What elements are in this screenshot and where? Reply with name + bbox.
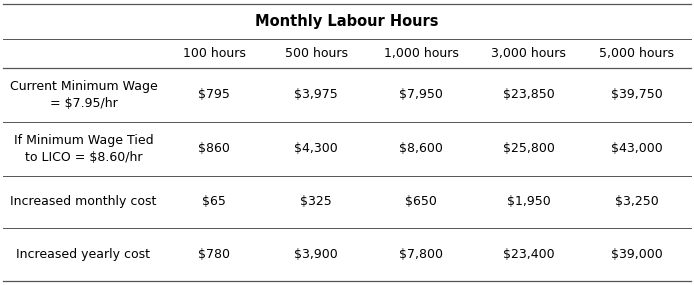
Text: $39,750: $39,750 (611, 88, 663, 101)
Text: $43,000: $43,000 (611, 142, 663, 155)
Text: $4,300: $4,300 (294, 142, 338, 155)
Text: $23,400: $23,400 (503, 248, 555, 261)
Text: $325: $325 (301, 196, 332, 208)
Text: $650: $650 (405, 196, 437, 208)
Text: 3,000 hours: 3,000 hours (491, 47, 566, 60)
Text: $39,000: $39,000 (611, 248, 663, 261)
Text: $1,950: $1,950 (507, 196, 550, 208)
Text: $7,950: $7,950 (399, 88, 443, 101)
Text: Increased yearly cost: Increased yearly cost (17, 248, 151, 261)
Text: $8,600: $8,600 (399, 142, 443, 155)
Text: $25,800: $25,800 (503, 142, 555, 155)
Text: 5,000 hours: 5,000 hours (599, 47, 674, 60)
Text: $860: $860 (198, 142, 230, 155)
Text: $3,900: $3,900 (294, 248, 338, 261)
Text: $795: $795 (198, 88, 230, 101)
Text: 500 hours: 500 hours (285, 47, 348, 60)
Text: Increased monthly cost: Increased monthly cost (10, 196, 157, 208)
Text: $3,975: $3,975 (294, 88, 338, 101)
Text: $65: $65 (203, 196, 226, 208)
Text: If Minimum Wage Tied
to LICO = $8.60/hr: If Minimum Wage Tied to LICO = $8.60/hr (14, 134, 153, 164)
Text: $23,850: $23,850 (503, 88, 555, 101)
Text: 100 hours: 100 hours (183, 47, 246, 60)
Text: $780: $780 (198, 248, 230, 261)
Text: Monthly Labour Hours: Monthly Labour Hours (255, 14, 439, 29)
Text: 1,000 hours: 1,000 hours (384, 47, 459, 60)
Text: Current Minimum Wage
= $7.95/hr: Current Minimum Wage = $7.95/hr (10, 80, 158, 110)
Text: $3,250: $3,250 (615, 196, 659, 208)
Text: $7,800: $7,800 (399, 248, 443, 261)
